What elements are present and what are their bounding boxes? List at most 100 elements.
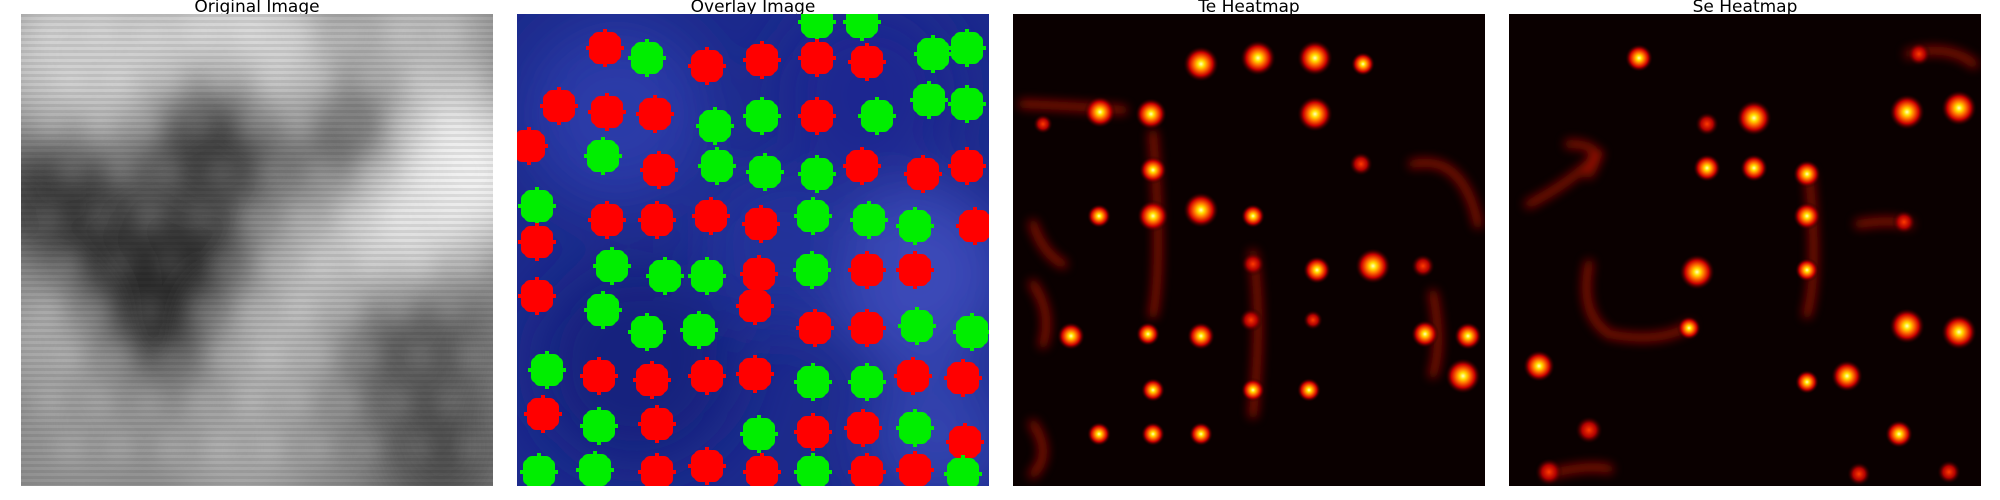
overlay-marker-green	[898, 307, 936, 345]
overlay-marker-red	[743, 41, 781, 79]
te-heatmap	[1013, 14, 1485, 486]
te-heatmap-trail	[1408, 158, 1483, 229]
se-heatmap-trail	[1582, 259, 1694, 343]
te-heatmap-spot	[1141, 378, 1165, 402]
te-heatmap-spot	[1084, 96, 1116, 128]
te-heatmap-spot	[1136, 322, 1160, 346]
se-heatmap-spot	[1523, 350, 1555, 382]
te-heatmap-spot	[1187, 322, 1215, 350]
overlay-marker-green	[628, 39, 666, 77]
overlay-marker-green	[688, 257, 726, 295]
overlay-marker-green	[914, 35, 952, 73]
se-heatmap-spot	[1736, 100, 1772, 136]
se-heatmap-frame	[1509, 14, 1981, 486]
te-heatmap-spot	[1139, 156, 1167, 184]
overlay-marker-red	[518, 277, 556, 315]
te-heatmap-spot	[1183, 46, 1219, 82]
se-heatmap-spot	[1889, 94, 1925, 130]
overlay-marker-green	[646, 257, 684, 295]
te-heatmap-spot	[1087, 422, 1111, 446]
overlay-marker-red	[588, 201, 626, 239]
overlay-marker-red	[580, 357, 618, 395]
se-heatmap-spot-warm	[1907, 42, 1931, 66]
panel-original-image: Original Image	[21, 0, 493, 486]
te-heatmap-spot	[1297, 96, 1333, 132]
se-heatmap-spot-warm	[1937, 460, 1961, 484]
overlay-marker-red	[540, 87, 578, 125]
te-heatmap-spot	[1137, 200, 1169, 232]
overlay-marker-green	[794, 363, 832, 401]
overlay-marker-green	[944, 455, 982, 486]
overlay-marker-green	[948, 29, 986, 67]
overlay-marker-green	[798, 155, 836, 193]
te-heatmap-spot	[1297, 378, 1321, 402]
overlay-marker-red	[736, 287, 774, 325]
overlay-marker-red	[743, 453, 781, 486]
se-heatmap-spot	[1625, 44, 1653, 72]
se-heatmap-spot	[1740, 154, 1768, 182]
overlay-marker-green	[843, 14, 881, 41]
te-heatmap-spot	[1141, 422, 1165, 446]
te-heatmap-spot-warm	[1411, 254, 1435, 278]
te-heatmap-spot	[1241, 378, 1265, 402]
overlay-marker-red	[848, 309, 886, 347]
overlay-marker-red	[844, 409, 882, 447]
overlay-marker-red	[843, 147, 881, 185]
overlay-background-blob	[697, 164, 857, 324]
te-heatmap-spot	[1351, 52, 1375, 76]
overlay-marker-red	[524, 395, 562, 433]
se-heatmap-trail	[1564, 139, 1601, 179]
overlay-image	[517, 14, 989, 486]
te-heatmap-frame	[1013, 14, 1485, 486]
overlay-marker-red	[518, 223, 556, 261]
overlay-marker-red	[904, 155, 942, 193]
te-heatmap-spot	[1183, 192, 1219, 228]
te-heatmap-spot-warm	[1033, 114, 1053, 134]
overlay-marker-green	[518, 187, 556, 225]
panel-title-te: Te Heatmap	[1198, 0, 1300, 14]
overlay-marker-red	[638, 405, 676, 443]
te-heatmap-spot	[1135, 98, 1167, 130]
se-heatmap-spot	[1677, 316, 1701, 340]
te-heatmap-spot-warm	[1349, 152, 1373, 176]
overlay-marker-green	[850, 201, 888, 239]
te-heatmap-spot	[1297, 40, 1333, 76]
te-heatmap-spot	[1189, 422, 1213, 446]
panel-title-original: Original Image	[194, 0, 320, 14]
overlay-marker-green	[740, 415, 778, 453]
se-heatmap-spot	[1693, 154, 1721, 182]
overlay-marker-red	[956, 207, 989, 245]
overlay-marker-red	[640, 151, 678, 189]
overlay-marker-red	[688, 47, 726, 85]
se-heatmap-spot	[1793, 202, 1821, 230]
se-heatmap-spot	[1885, 420, 1913, 448]
panel-overlay-image: Overlay Image	[517, 0, 989, 486]
panel-se-heatmap: Se Heatmap	[1509, 0, 1981, 486]
te-heatmap-trail	[1028, 419, 1048, 479]
se-heatmap-spot-warm	[1892, 210, 1916, 234]
overlay-marker-red	[638, 201, 676, 239]
se-heatmap-spot	[1795, 370, 1819, 394]
overlay-marker-green	[848, 363, 886, 401]
overlay-marker-green	[576, 451, 614, 486]
overlay-marker-green	[858, 97, 896, 135]
overlay-marker-red	[894, 357, 932, 395]
original-image	[21, 14, 493, 486]
overlay-marker-green	[953, 313, 989, 351]
overlay-marker-red	[636, 95, 674, 133]
overlay-marker-red	[742, 205, 780, 243]
overlay-marker-red	[896, 451, 934, 486]
te-heatmap-spot	[1454, 322, 1482, 350]
overlay-marker-green	[628, 313, 666, 351]
overlay-marker-green	[746, 153, 784, 191]
overlay-marker-red	[517, 127, 548, 165]
te-heatmap-spot	[1411, 320, 1439, 348]
overlay-marker-green	[520, 453, 558, 486]
se-heatmap-spot-warm	[1695, 112, 1719, 136]
se-heatmap-spot	[1679, 254, 1715, 290]
overlay-marker-red	[736, 355, 774, 393]
te-heatmap-spot-warm	[1241, 252, 1265, 276]
se-heatmap-spot-warm	[1575, 416, 1603, 444]
overlay-marker-green	[948, 85, 986, 123]
overlay-marker-green	[896, 207, 934, 245]
